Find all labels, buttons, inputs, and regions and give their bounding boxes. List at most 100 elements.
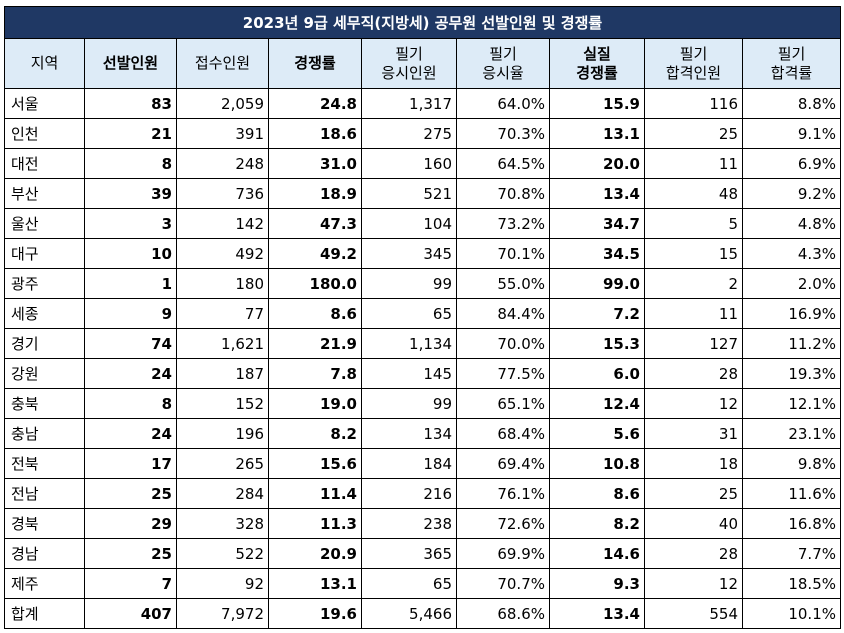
cell-passed: 12 (644, 568, 743, 599)
cell-passed: 11 (644, 298, 743, 329)
header-effective-competition-rate: 실질 경쟁률 (549, 38, 645, 89)
cell-competition-rate: 47.3 (268, 208, 362, 239)
cell-selected: 83 (84, 88, 177, 119)
cell-region: 대전 (4, 148, 85, 179)
header-competition-rate: 경쟁률 (268, 38, 362, 89)
cell-region: 경북 (4, 508, 85, 539)
cell-exam-takers: 65 (361, 568, 457, 599)
cell-competition-rate: 31.0 (268, 148, 362, 179)
table-row: 인천 21 391 18.6 275 70.3% 13.1 25 9.1% (4, 118, 841, 149)
cell-applicants: 152 (176, 388, 269, 419)
cell-selected: 29 (84, 508, 177, 539)
cell-exam-takers: 5,466 (361, 598, 457, 629)
cell-competition-rate: 24.8 (268, 88, 362, 119)
cell-attendance-rate: 77.5% (456, 358, 550, 389)
header-line: 필기 (395, 44, 423, 63)
cell-exam-takers: 104 (361, 208, 457, 239)
cell-applicants: 180 (176, 268, 269, 299)
cell-selected: 24 (84, 418, 177, 449)
cell-selected: 9 (84, 298, 177, 329)
cell-attendance-rate: 70.8% (456, 178, 550, 209)
cell-applicants: 142 (176, 208, 269, 239)
cell-region: 경기 (4, 328, 85, 359)
table-row: 충북 8 152 19.0 99 65.1% 12.4 12 12.1% (4, 388, 841, 419)
table-row: 대전 8 248 31.0 160 64.5% 20.0 11 6.9% (4, 148, 841, 179)
cell-passed: 127 (644, 328, 743, 359)
cell-effective-competition-rate: 9.3 (549, 568, 645, 599)
cell-competition-rate: 7.8 (268, 358, 362, 389)
cell-applicants: 1,621 (176, 328, 269, 359)
table-row: 대구 10 492 49.2 345 70.1% 34.5 15 4.3% (4, 238, 841, 269)
cell-pass-rate: 7.7% (742, 538, 841, 569)
cell-region: 합계 (4, 598, 85, 629)
header-line: 합격인원 (665, 63, 722, 82)
cell-exam-takers: 184 (361, 448, 457, 479)
table-row: 합계 407 7,972 19.6 5,466 68.6% 13.4 554 10.1% (4, 598, 841, 629)
cell-region: 대구 (4, 238, 85, 269)
cell-passed: 28 (644, 538, 743, 569)
cell-passed: 31 (644, 418, 743, 449)
cell-competition-rate: 8.2 (268, 418, 362, 449)
cell-pass-rate: 11.2% (742, 328, 841, 359)
cell-region: 충북 (4, 388, 85, 419)
cell-exam-takers: 345 (361, 238, 457, 269)
header-applicants: 접수인원 (176, 38, 269, 89)
cell-region: 서울 (4, 88, 85, 119)
cell-selected: 7 (84, 568, 177, 599)
cell-effective-competition-rate: 15.3 (549, 328, 645, 359)
cell-attendance-rate: 73.2% (456, 208, 550, 239)
cell-selected: 8 (84, 148, 177, 179)
cell-passed: 116 (644, 88, 743, 119)
cell-region: 제주 (4, 568, 85, 599)
table-row: 강원 24 187 7.8 145 77.5% 6.0 28 19.3% (4, 358, 841, 389)
header-line: 접수인원 (194, 54, 251, 72)
cell-passed: 28 (644, 358, 743, 389)
cell-effective-competition-rate: 8.2 (549, 508, 645, 539)
cell-exam-takers: 99 (361, 268, 457, 299)
cell-competition-rate: 15.6 (268, 448, 362, 479)
header-line: 필기 (679, 44, 708, 63)
cell-selected: 21 (84, 118, 177, 149)
table-row: 경기 74 1,621 21.9 1,134 70.0% 15.3 127 11.2% (4, 328, 841, 359)
cell-passed: 25 (644, 478, 743, 509)
cell-selected: 1 (84, 268, 177, 299)
cell-attendance-rate: 70.3% (456, 118, 550, 149)
cell-selected: 10 (84, 238, 177, 269)
cell-applicants: 328 (176, 508, 269, 539)
cell-effective-competition-rate: 20.0 (549, 148, 645, 179)
cell-competition-rate: 180.0 (268, 268, 362, 299)
cell-selected: 25 (84, 538, 177, 569)
competition-table-container: 2023년 9급 세무직(지방세) 공무원 선발인원 및 경쟁률 지역 선발인원 접… (4, 6, 841, 629)
table-row: 경남 25 522 20.9 365 69.9% 14.6 28 7.7% (4, 538, 841, 569)
cell-applicants: 391 (176, 118, 269, 149)
table-body: 서울 83 2,059 24.8 1,317 64.0% 15.9 116 8.8% 인천 21 39… (4, 88, 841, 629)
cell-attendance-rate: 84.4% (456, 298, 550, 329)
cell-region: 전남 (4, 478, 85, 509)
cell-region: 세종 (4, 298, 85, 329)
cell-pass-rate: 4.8% (742, 208, 841, 239)
cell-pass-rate: 9.8% (742, 448, 841, 479)
cell-effective-competition-rate: 6.0 (549, 358, 645, 389)
header-line: 필기 (777, 44, 806, 63)
cell-attendance-rate: 70.7% (456, 568, 550, 599)
header-line: 지역 (30, 54, 59, 72)
cell-effective-competition-rate: 5.6 (549, 418, 645, 449)
cell-applicants: 284 (176, 478, 269, 509)
cell-effective-competition-rate: 34.7 (549, 208, 645, 239)
header-line: 필기 (489, 44, 517, 63)
table-row: 광주 1 180 180.0 99 55.0% 99.0 2 2.0% (4, 268, 841, 299)
cell-region: 전북 (4, 448, 85, 479)
cell-pass-rate: 9.2% (742, 178, 841, 209)
cell-competition-rate: 19.6 (268, 598, 362, 629)
cell-exam-takers: 65 (361, 298, 457, 329)
cell-attendance-rate: 70.0% (456, 328, 550, 359)
header-line: 응시율 (482, 63, 524, 82)
cell-pass-rate: 12.1% (742, 388, 841, 419)
cell-applicants: 77 (176, 298, 269, 329)
header-passed: 필기 합격인원 (644, 38, 743, 89)
cell-attendance-rate: 70.1% (456, 238, 550, 269)
cell-attendance-rate: 68.6% (456, 598, 550, 629)
title-row: 2023년 9급 세무직(지방세) 공무원 선발인원 및 경쟁률 (4, 6, 841, 39)
table-row: 서울 83 2,059 24.8 1,317 64.0% 15.9 116 8.8% (4, 88, 841, 119)
cell-exam-takers: 521 (361, 178, 457, 209)
